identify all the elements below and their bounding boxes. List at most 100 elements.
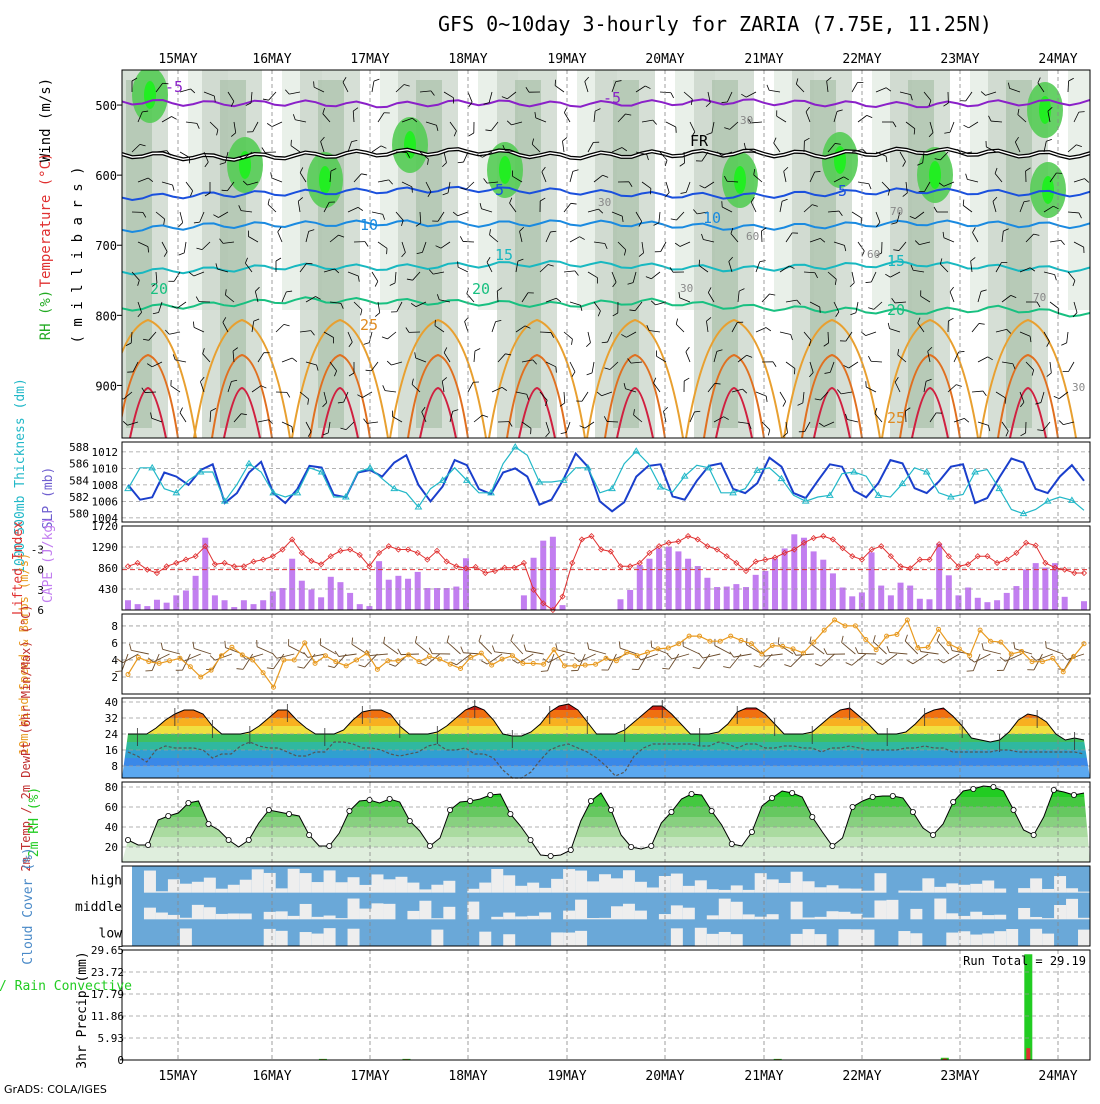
chart-title: GFS 0~10day 3-hourly for ZARIA (7.75E, 1… (438, 12, 992, 36)
cape-bar (405, 579, 411, 610)
cape-bar (955, 595, 961, 610)
date-label-bottom: 23MAY (940, 1069, 979, 1084)
cloud-cell (683, 886, 695, 893)
cloud-cell (862, 891, 874, 893)
rh-marker (1031, 832, 1036, 837)
rh-marker (669, 809, 674, 814)
cape-bar (434, 588, 440, 610)
cloud-cell (252, 869, 264, 892)
cape-bar (617, 599, 623, 610)
cape-bar (743, 587, 749, 610)
cape-bar (222, 600, 228, 610)
cloud-cell (922, 878, 934, 892)
cape-bar (791, 534, 797, 610)
cape-bar (859, 592, 865, 610)
cape-bar (695, 566, 701, 610)
cape-bar (125, 600, 131, 610)
slp-ytick-label: 1010 (92, 462, 119, 475)
cloud-cell (192, 905, 204, 919)
cloud-cell (731, 902, 743, 920)
cloud-cell (228, 885, 240, 893)
thickness-ytick-label: 586 (69, 458, 89, 471)
cloud-cell (970, 935, 982, 946)
cloud-cell (599, 874, 611, 892)
cape-bar (984, 602, 990, 610)
cloud-cell (671, 905, 683, 919)
contour-label: 30 (598, 196, 611, 209)
cloud-cell (1042, 889, 1054, 893)
cloud-cell (779, 883, 791, 893)
contour-label: 20 (472, 280, 490, 298)
cloud-cell (1066, 888, 1078, 892)
cloud-cell (695, 880, 707, 892)
cloud-cell (312, 917, 324, 919)
li-ytick-label: 6 (37, 604, 44, 617)
cloud-cell (851, 914, 863, 920)
date-label-bottom: 19MAY (547, 1069, 586, 1084)
cloud-cell (1018, 908, 1030, 919)
contour-label: 60 (867, 248, 880, 261)
rh-blob-core (734, 166, 746, 194)
cloud-cell (874, 873, 886, 892)
surface-wind-barb-staff (858, 653, 876, 654)
wind-ytick-label: 8 (111, 620, 118, 633)
rh-blob-core (319, 166, 331, 194)
cloud-cell (623, 904, 635, 920)
date-label-top: 24MAY (1038, 52, 1077, 67)
rh-marker (608, 807, 613, 812)
cloud-cell (300, 932, 312, 946)
date-label-bottom: 15MAY (158, 1069, 197, 1084)
cape-bar (772, 559, 778, 610)
cloud-cell (288, 916, 300, 919)
rh-marker (588, 798, 593, 803)
cape-bar (801, 538, 807, 610)
run-total-annotation: Run Total = 29.19 (963, 954, 1086, 968)
rh-marker (427, 843, 432, 848)
cloud-layer-label: middle (75, 900, 122, 915)
rh-ytick-label: 60 (105, 801, 118, 814)
cloud-cell (803, 929, 815, 946)
rh-marker (951, 799, 956, 804)
wind-ytick-label: 4 (111, 654, 118, 667)
cloud-cell (743, 914, 755, 919)
cloud-cell (791, 872, 803, 893)
cape-bar (521, 595, 527, 610)
cape-bar (318, 597, 324, 610)
rh-marker (307, 832, 312, 837)
cloud-cell (623, 870, 635, 892)
cape-bar (415, 572, 421, 610)
cloud-cell (515, 886, 527, 893)
rh-marker (407, 818, 412, 823)
wind-ytick-label: 2 (111, 671, 118, 684)
cloud-cell (312, 934, 324, 946)
cape-bar (337, 582, 343, 610)
cape-bar (1023, 569, 1029, 610)
cape-bar (1081, 601, 1087, 610)
cloud-cell (204, 907, 216, 919)
contour-label: FR (690, 132, 709, 150)
cloud-cell (970, 912, 982, 920)
temp-band (122, 758, 1090, 766)
rh-marker (327, 843, 332, 848)
rh-marker (568, 847, 573, 852)
cape-bar (154, 600, 160, 610)
rh-marker (769, 795, 774, 800)
cape-bar (251, 604, 257, 610)
rh-column-core (220, 80, 246, 428)
cape-bar (840, 588, 846, 610)
contour-label: 70 (1033, 291, 1046, 304)
cloud-cell (719, 890, 731, 893)
cloud-cell (611, 906, 623, 919)
cape-bar (366, 606, 372, 610)
contour-label: 70 (890, 205, 903, 218)
contour-label: 20 (887, 301, 905, 319)
cloud-cell (910, 891, 922, 893)
contour-label: 10 (703, 209, 721, 227)
date-label-top: 16MAY (252, 52, 291, 67)
cape-bar (685, 559, 691, 610)
cape-bar (144, 606, 150, 610)
cape-bar (714, 587, 720, 610)
cloud-cell (324, 928, 336, 946)
cape-bar (946, 575, 952, 610)
date-label-top: 15MAY (158, 52, 197, 67)
